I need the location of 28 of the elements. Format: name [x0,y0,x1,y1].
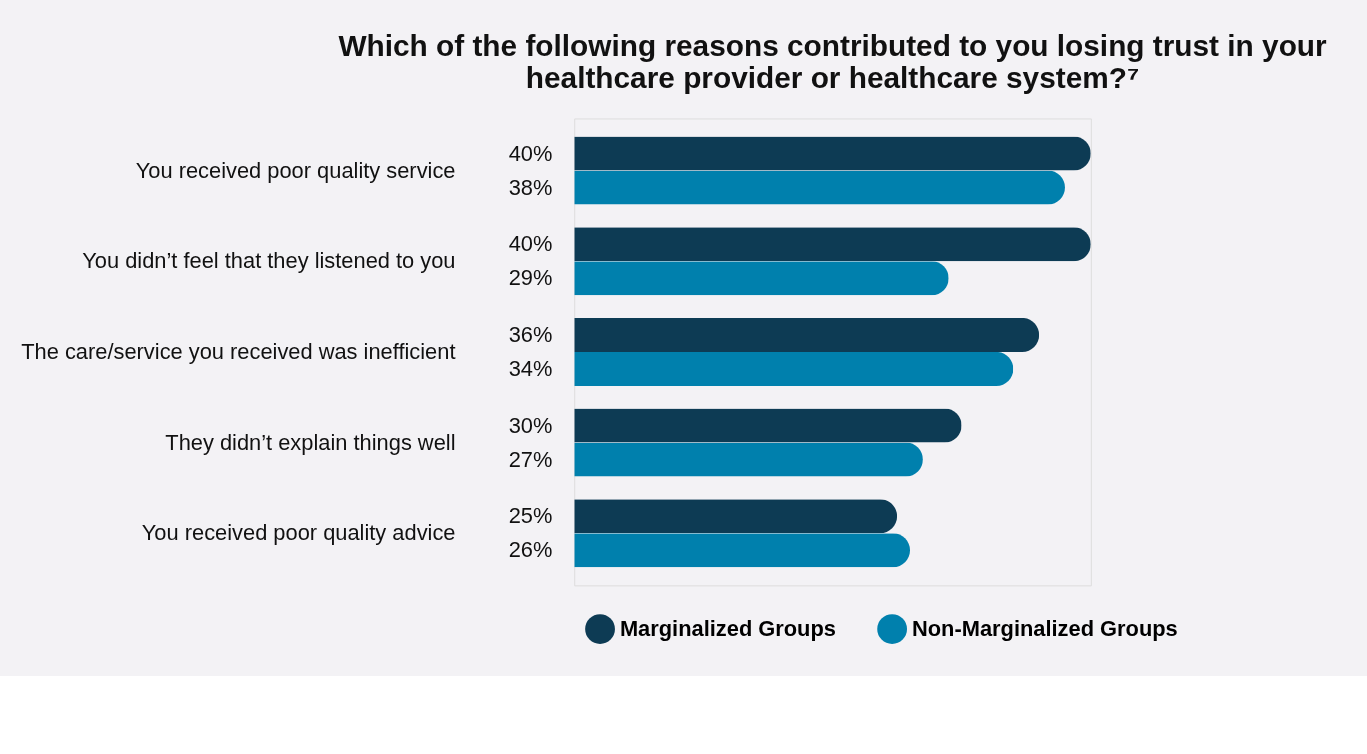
y-tick-label: You didn’t feel that they listened to you [82,248,456,274]
data-label: 25% [508,503,553,529]
chart-title: Which of the following reasons contributed to you losing trust in your healthcare provider or healthcare system?⁷ [338,28,1328,94]
y-tick-label: You received poor quality service [135,157,456,183]
y-tick-label: They didn’t explain things well [165,429,456,455]
data-label: 40% [508,231,553,257]
data-label: 26% [508,537,553,563]
bar [574,261,949,296]
data-label: 38% [508,174,553,200]
bar [574,227,1091,262]
data-label: 29% [508,265,553,291]
bar [574,351,1014,386]
data-label: 27% [508,446,553,472]
data-label: 36% [508,321,553,347]
data-label: 30% [508,412,553,438]
data-label: 34% [508,355,553,381]
data-label: 40% [508,140,553,166]
bar [574,170,1065,205]
y-tick-label: You received poor quality advice [141,520,456,546]
bar [574,533,911,568]
bar [574,136,1091,171]
y-tick-label: The care/service you received was inefficient [21,338,456,364]
legend-label: Marginalized Groups [619,616,836,642]
bar [574,408,962,443]
bar [574,317,1040,352]
bar [574,499,898,534]
legend-label: Non-Marginalized Groups [912,616,1178,642]
bar [574,442,923,477]
